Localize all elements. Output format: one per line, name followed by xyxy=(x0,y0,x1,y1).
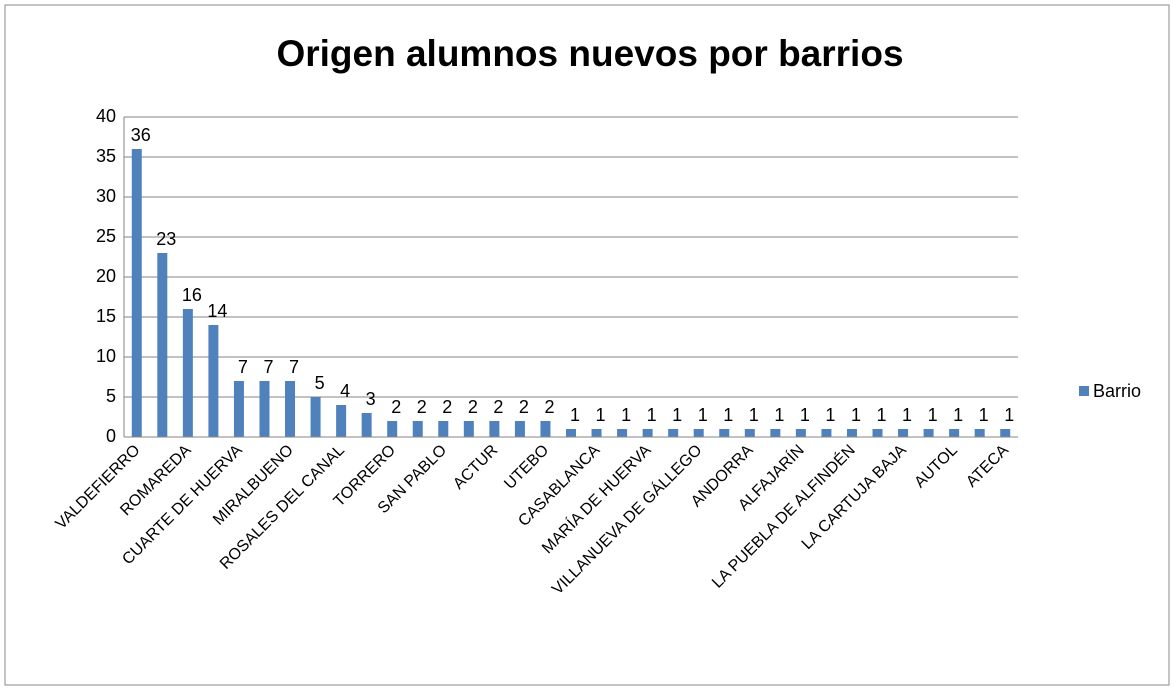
legend-label: Barrio xyxy=(1093,381,1141,401)
value-label: 1 xyxy=(698,405,708,425)
bar xyxy=(872,429,883,437)
value-label: 2 xyxy=(544,397,554,417)
value-label: 16 xyxy=(182,285,202,305)
value-label: 1 xyxy=(979,405,989,425)
bar xyxy=(719,429,730,437)
y-tick-label: 5 xyxy=(106,386,116,406)
bar xyxy=(846,429,857,437)
value-label: 1 xyxy=(877,405,887,425)
value-label: 1 xyxy=(1004,405,1014,425)
bar xyxy=(898,429,909,437)
value-label: 1 xyxy=(800,405,810,425)
bar xyxy=(412,421,423,437)
bar xyxy=(1000,429,1011,437)
y-tick-label: 20 xyxy=(96,266,116,286)
value-label: 2 xyxy=(417,397,427,417)
bar xyxy=(208,325,219,437)
value-label: 14 xyxy=(207,301,227,321)
y-tick-label: 40 xyxy=(96,106,116,126)
bar xyxy=(259,381,270,437)
bar xyxy=(182,309,193,437)
value-label: 1 xyxy=(825,405,835,425)
bar xyxy=(642,429,653,437)
bar xyxy=(693,429,704,437)
bar xyxy=(923,429,934,437)
y-tick-label: 25 xyxy=(96,226,116,246)
y-tick-label: 35 xyxy=(96,146,116,166)
value-label: 1 xyxy=(928,405,938,425)
bar xyxy=(974,429,985,437)
value-label: 7 xyxy=(289,357,299,377)
value-label: 2 xyxy=(468,397,478,417)
value-label: 1 xyxy=(723,405,733,425)
y-tick-label: 15 xyxy=(96,306,116,326)
chart-title: Origen alumnos nuevos por barrios xyxy=(276,33,903,74)
y-tick-label: 0 xyxy=(106,426,116,446)
value-label: 2 xyxy=(442,397,452,417)
bar xyxy=(336,405,347,437)
bar xyxy=(285,381,296,437)
value-label: 1 xyxy=(621,405,631,425)
value-label: 1 xyxy=(902,405,912,425)
value-label: 1 xyxy=(774,405,784,425)
bar xyxy=(821,429,832,437)
legend-swatch xyxy=(1079,386,1089,396)
value-label: 2 xyxy=(493,397,503,417)
bar xyxy=(489,421,500,437)
bar xyxy=(514,421,525,437)
bar xyxy=(617,429,628,437)
bar xyxy=(438,421,449,437)
value-label: 4 xyxy=(340,381,350,401)
bar xyxy=(361,413,372,437)
value-label: 1 xyxy=(953,405,963,425)
bar xyxy=(233,381,244,437)
y-tick-label: 10 xyxy=(96,346,116,366)
value-label: 2 xyxy=(391,397,401,417)
chart-border xyxy=(4,4,1170,686)
bar xyxy=(131,149,142,437)
bar xyxy=(566,429,576,437)
bar xyxy=(668,429,679,437)
value-label: 1 xyxy=(672,405,682,425)
value-label: 1 xyxy=(570,405,580,425)
bar xyxy=(949,429,960,437)
bar xyxy=(770,429,781,437)
value-label: 23 xyxy=(156,229,176,249)
bar xyxy=(463,421,474,437)
value-label: 1 xyxy=(647,405,657,425)
bar xyxy=(795,429,806,437)
value-label: 1 xyxy=(749,405,759,425)
bar xyxy=(310,397,321,437)
value-label: 7 xyxy=(263,357,273,377)
bar xyxy=(744,429,755,437)
value-label: 5 xyxy=(315,373,325,393)
bar xyxy=(591,429,602,437)
value-label: 3 xyxy=(366,389,376,409)
value-label: 36 xyxy=(131,125,151,145)
value-label: 7 xyxy=(238,357,248,377)
value-label: 1 xyxy=(596,405,606,425)
bar xyxy=(157,253,168,437)
bar xyxy=(540,421,551,437)
y-tick-label: 30 xyxy=(96,186,116,206)
value-label: 2 xyxy=(519,397,529,417)
value-label: 1 xyxy=(851,405,861,425)
bar xyxy=(387,421,398,437)
